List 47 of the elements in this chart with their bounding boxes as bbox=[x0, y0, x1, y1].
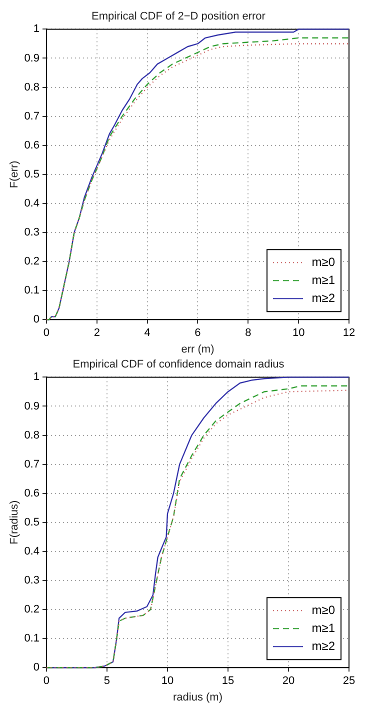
y-tick-label: 0.1 bbox=[24, 284, 40, 297]
y-tick-label: 0.8 bbox=[24, 429, 40, 442]
y-tick-label: 1 bbox=[33, 23, 40, 36]
y-tick-label: 0.4 bbox=[24, 545, 40, 558]
x-tick-label: 0 bbox=[43, 675, 50, 688]
x-tick-label: 10 bbox=[292, 327, 305, 340]
x-tick-label: 15 bbox=[222, 675, 234, 688]
y-tick-label: 0.4 bbox=[24, 197, 40, 210]
y-tick-label: 0.5 bbox=[24, 168, 40, 180]
x-tick-label: 0 bbox=[43, 327, 50, 340]
x-tick-label: 6 bbox=[194, 327, 201, 340]
y-tick-label: 0.3 bbox=[24, 574, 40, 587]
y-tick-label: 0 bbox=[33, 314, 40, 326]
y-tick-label: 0.6 bbox=[24, 139, 40, 152]
legend-label: m≥0 bbox=[312, 254, 336, 269]
y-tick-label: 0.1 bbox=[24, 632, 40, 645]
chart-title: Empirical CDF of confidence domain radius bbox=[72, 358, 285, 371]
y-tick-label: 0.9 bbox=[24, 52, 40, 64]
y-tick-label: 0.8 bbox=[24, 81, 40, 94]
legend-label: m≥1 bbox=[312, 620, 336, 635]
y-tick-label: 1 bbox=[33, 371, 40, 384]
y-tick-label: 0.3 bbox=[24, 226, 40, 239]
y-tick-label: 0.9 bbox=[24, 400, 40, 412]
legend-label: m≥0 bbox=[312, 602, 336, 617]
y-tick-label: 0.5 bbox=[24, 516, 40, 528]
x-tick-label: 10 bbox=[161, 675, 174, 688]
x-tick-label: 4 bbox=[144, 327, 150, 340]
y-tick-label: 0.7 bbox=[24, 458, 40, 470]
y-axis-title: F(err) bbox=[8, 160, 21, 188]
y-tick-label: 0.6 bbox=[24, 487, 40, 500]
y-tick-label: 0.2 bbox=[24, 604, 40, 616]
x-tick-label: 8 bbox=[245, 327, 252, 340]
legend-label: m≥2 bbox=[312, 638, 336, 653]
x-tick-label: 12 bbox=[342, 327, 356, 340]
legend-label: m≥2 bbox=[312, 290, 336, 305]
x-tick-label: 25 bbox=[342, 675, 356, 688]
x-axis-title: radius (m) bbox=[172, 691, 223, 704]
x-tick-label: 5 bbox=[104, 675, 110, 688]
y-tick-label: 0.2 bbox=[24, 256, 40, 268]
x-tick-label: 2 bbox=[94, 327, 100, 340]
y-tick-label: 0 bbox=[33, 662, 40, 674]
y-tick-label: 0.7 bbox=[24, 110, 40, 122]
x-tick-label: 20 bbox=[282, 675, 295, 688]
legend-label: m≥1 bbox=[312, 272, 336, 287]
chart-title: Empirical CDF of 2−D position error bbox=[92, 10, 266, 23]
x-axis-title: err (m) bbox=[181, 343, 214, 356]
y-axis-title: F(radius) bbox=[8, 500, 21, 544]
